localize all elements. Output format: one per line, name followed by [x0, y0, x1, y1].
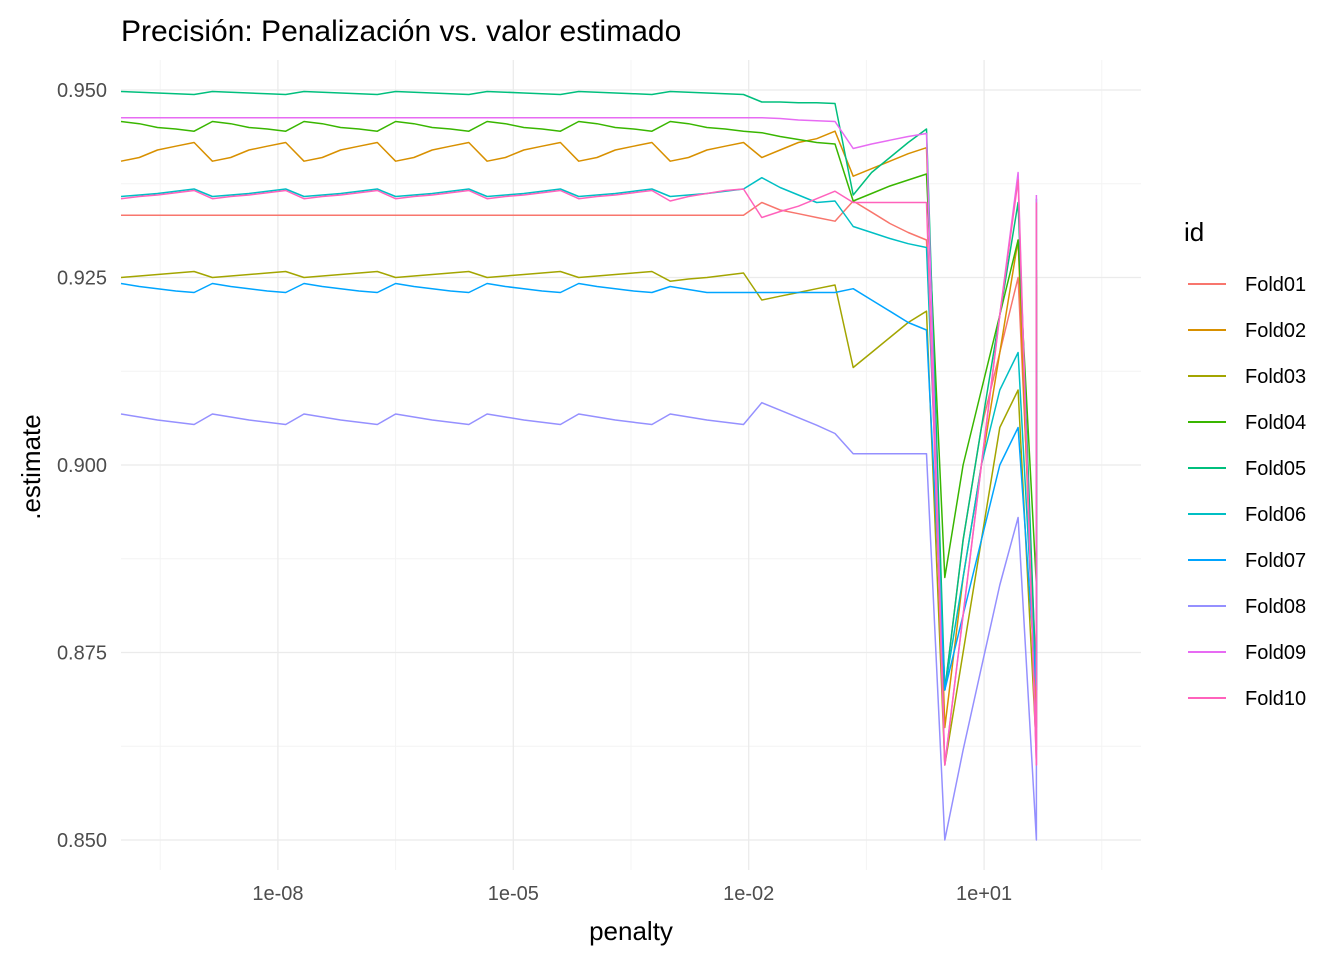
chart-title: Precisión: Penalización vs. valor estima…	[121, 15, 681, 48]
legend: id Fold01 Fold02 Fold03 Fold04 Fold05 Fold06 F…	[1184, 217, 1306, 710]
y-tick-label: 0.925	[57, 268, 107, 290]
legend-label: Fold03	[1245, 366, 1306, 388]
legend-label: Fold04	[1245, 412, 1306, 434]
x-tick-label: 1e+01	[956, 883, 1012, 905]
legend-label: Fold01	[1245, 274, 1306, 296]
series-line-fold08	[120, 401, 1038, 841]
y-tick-label: 0.900	[57, 455, 107, 477]
series-line-fold03	[120, 270, 1038, 766]
series-line-fold04	[120, 120, 1038, 586]
series-line-fold06	[120, 176, 1038, 691]
y-axis-ticks: 0.850 0.875 0.900 0.925 0.950	[57, 80, 107, 852]
legend-label: Fold10	[1245, 688, 1306, 710]
series-line-fold10	[120, 179, 1038, 766]
x-tick-label: 1e-02	[723, 883, 774, 905]
series-lines	[120, 90, 1038, 841]
legend-label: Fold09	[1245, 642, 1306, 664]
y-tick-label: 0.875	[57, 643, 107, 665]
legend-label: Fold08	[1245, 596, 1306, 618]
series-line-fold07	[120, 282, 1038, 691]
x-tick-label: 1e-08	[252, 883, 303, 905]
x-tick-label: 1e-05	[488, 883, 539, 905]
series-line-fold05	[120, 90, 1038, 691]
legend-label: Fold05	[1245, 458, 1306, 480]
y-tick-label: 0.950	[57, 80, 107, 102]
legend-label: Fold02	[1245, 320, 1306, 342]
legend-title: id	[1184, 217, 1204, 247]
legend-label: Fold06	[1245, 504, 1306, 526]
y-axis-title: .estimate	[16, 414, 46, 520]
y-tick-label: 0.850	[57, 830, 107, 852]
x-axis-ticks: 1e-08 1e-05 1e-02 1e+01	[252, 883, 1012, 905]
series-line-fold02	[120, 130, 1038, 729]
legend-label: Fold07	[1245, 550, 1306, 572]
x-axis-title: penalty	[589, 916, 673, 946]
